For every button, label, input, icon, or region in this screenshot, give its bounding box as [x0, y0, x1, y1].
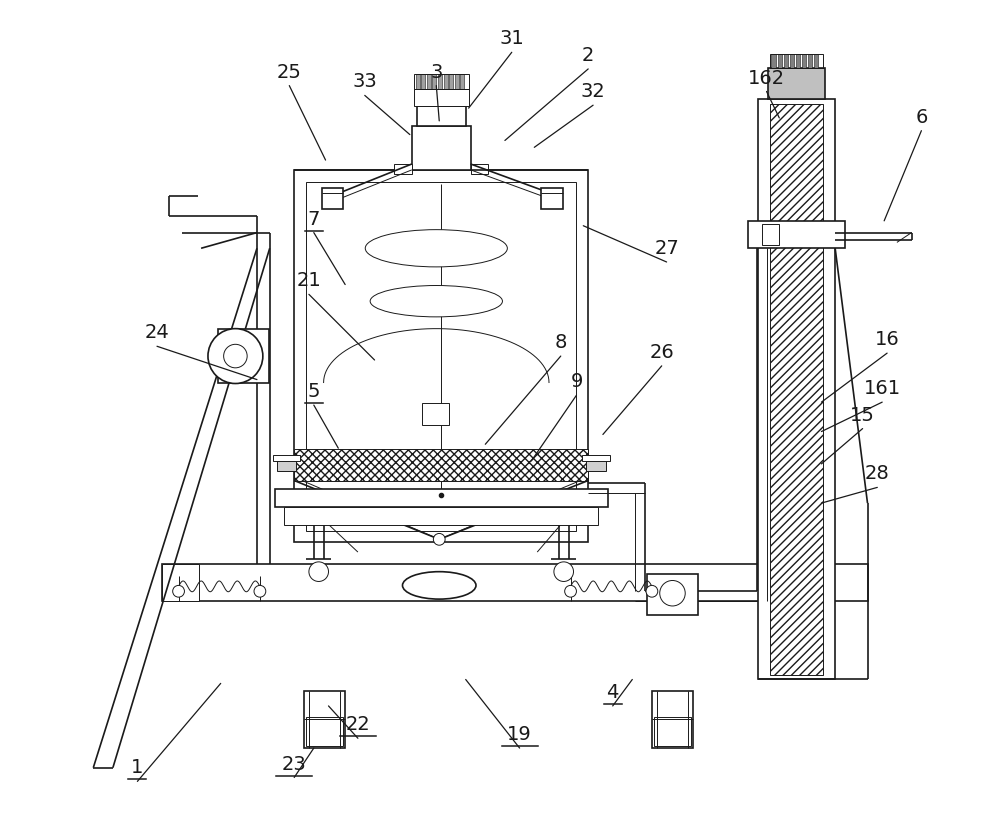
Bar — [654, 717, 691, 746]
Bar — [449, 74, 453, 88]
Text: 23: 23 — [282, 755, 307, 774]
Bar — [784, 54, 788, 68]
Circle shape — [660, 581, 685, 606]
Text: 4: 4 — [607, 683, 619, 702]
Circle shape — [309, 562, 328, 582]
Bar — [277, 457, 296, 471]
Bar — [438, 74, 442, 88]
Text: 16: 16 — [875, 330, 899, 349]
Bar — [306, 181, 576, 530]
Text: 8: 8 — [555, 333, 567, 352]
Text: 24: 24 — [145, 324, 169, 342]
Text: 6: 6 — [915, 108, 928, 127]
Bar — [416, 74, 420, 88]
Ellipse shape — [365, 230, 507, 267]
Bar — [294, 170, 588, 542]
Circle shape — [208, 328, 263, 383]
Text: 21: 21 — [297, 271, 321, 290]
Bar — [304, 691, 345, 748]
Circle shape — [433, 534, 445, 545]
Text: 9: 9 — [570, 373, 583, 391]
Bar — [455, 74, 459, 88]
Text: 161: 161 — [864, 379, 901, 398]
Text: 28: 28 — [865, 465, 890, 484]
Text: 27: 27 — [654, 239, 679, 258]
Bar — [306, 717, 343, 746]
Text: 33: 33 — [352, 73, 377, 92]
Circle shape — [224, 344, 247, 368]
Text: 3: 3 — [430, 63, 442, 82]
Bar — [770, 105, 823, 675]
Text: 26: 26 — [649, 343, 674, 362]
Bar — [808, 54, 812, 68]
Circle shape — [565, 586, 576, 597]
Text: 1: 1 — [131, 758, 144, 778]
Circle shape — [254, 586, 266, 597]
Text: 32: 32 — [581, 83, 605, 101]
Text: 15: 15 — [850, 406, 875, 425]
Bar — [778, 54, 782, 68]
Bar — [275, 489, 608, 507]
Circle shape — [646, 586, 658, 597]
Text: 162: 162 — [748, 69, 785, 87]
Bar — [417, 106, 466, 126]
Bar — [758, 100, 835, 680]
Bar — [412, 126, 471, 170]
Bar — [471, 164, 488, 174]
Bar — [218, 328, 269, 382]
Bar — [582, 455, 610, 461]
Bar — [273, 455, 300, 461]
Text: 19: 19 — [507, 725, 532, 744]
Text: 31: 31 — [499, 29, 524, 48]
Bar — [414, 74, 469, 88]
Bar — [284, 507, 598, 525]
Ellipse shape — [402, 572, 476, 599]
Circle shape — [173, 586, 184, 597]
Bar — [394, 164, 412, 174]
Bar — [421, 74, 425, 88]
Circle shape — [554, 562, 574, 582]
Text: 25: 25 — [277, 63, 302, 82]
Bar — [322, 188, 343, 209]
Bar — [541, 188, 563, 209]
Bar — [762, 224, 779, 245]
Ellipse shape — [370, 285, 502, 317]
Bar — [802, 54, 806, 68]
Bar — [427, 74, 431, 88]
Bar — [414, 88, 469, 106]
Text: 2: 2 — [582, 46, 594, 65]
Bar — [432, 74, 436, 88]
Text: 5: 5 — [308, 382, 320, 401]
Bar — [422, 403, 449, 425]
Bar — [294, 449, 588, 480]
Bar — [162, 564, 199, 601]
Text: 22: 22 — [346, 716, 370, 734]
Text: 7: 7 — [308, 210, 320, 229]
Bar — [790, 54, 794, 68]
Bar — [796, 54, 800, 68]
Bar — [444, 74, 448, 88]
Bar — [771, 54, 776, 68]
Bar — [814, 54, 818, 68]
Bar — [460, 74, 464, 88]
Bar — [652, 691, 693, 748]
Bar — [647, 574, 698, 614]
Bar — [162, 564, 868, 601]
Bar — [586, 457, 606, 471]
Bar — [768, 68, 825, 100]
Bar — [770, 54, 823, 68]
Bar — [748, 221, 845, 248]
